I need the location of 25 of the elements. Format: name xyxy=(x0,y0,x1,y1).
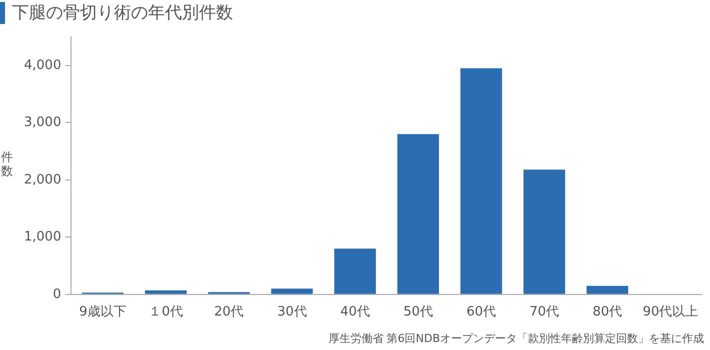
x-tick-label: １0代 xyxy=(148,304,183,320)
y-tick-label: 2,000 xyxy=(24,172,62,188)
bar xyxy=(586,286,628,294)
bar xyxy=(523,170,566,294)
text: 厚生労働省 第6回NDBオープンデータ「款別性年齢別算定回数」を基に作成 xyxy=(328,331,704,346)
x-tick-label: 90代以上 xyxy=(642,304,698,320)
y-tick-label: 3,000 xyxy=(24,115,62,130)
y-tick-label: 4,000 xyxy=(24,58,62,73)
bar xyxy=(145,290,187,294)
y-axis-title: 件数 xyxy=(0,150,14,178)
y-tick-label: 0 xyxy=(52,286,62,302)
chart-title: 下腿の骨切り術の年代別件数 xyxy=(12,2,233,24)
x-tick-label: 9歳以下 xyxy=(79,304,126,320)
bar xyxy=(460,68,502,294)
x-tick-label: 30代 xyxy=(277,304,307,320)
y-tick-label: 1,000 xyxy=(24,230,62,245)
x-tick-label: 60代 xyxy=(466,304,496,320)
bar xyxy=(271,288,313,294)
x-tick-label: 20代 xyxy=(214,304,244,320)
x-tick-label: 80代 xyxy=(592,304,622,320)
x-tick-label: 50代 xyxy=(403,304,433,320)
x-tick-label: 70代 xyxy=(530,304,560,320)
bar xyxy=(397,134,439,294)
bar xyxy=(334,248,376,294)
x-tick-label: 40代 xyxy=(340,304,370,320)
